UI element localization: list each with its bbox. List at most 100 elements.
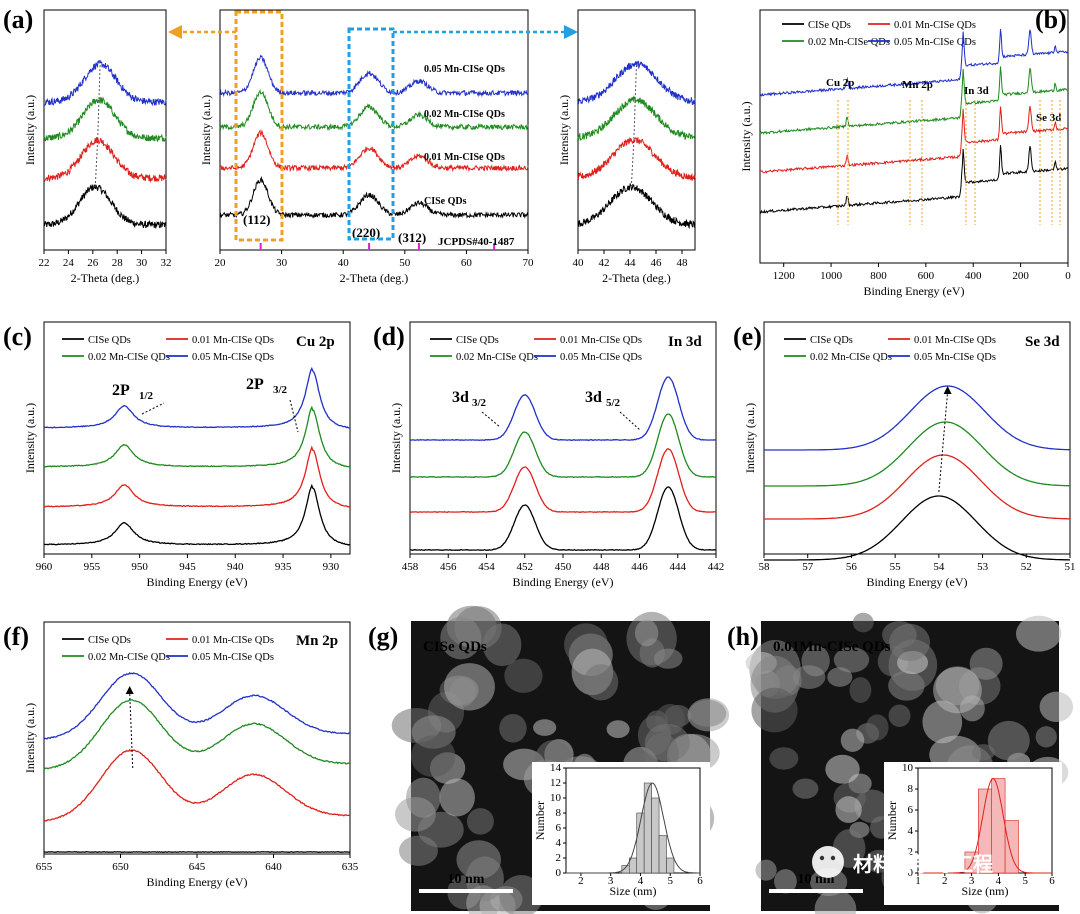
h-hist-ylabel: Number [885,801,899,840]
g-image-label: CISe QDs [423,639,487,655]
a_right-axes: 40 42 44 46 48 2-Theta (deg.) Intensity (a.u.) [557,9,696,285]
c-frame [43,321,351,555]
a_left-ylabel: Intensity (a.u.) [23,95,37,165]
c-arrow [141,402,165,415]
f-series-1 [43,748,351,822]
a_left-series-3 [43,59,167,107]
e-xtick-label: 57 [802,561,814,573]
nanoparticle [583,664,619,701]
e-xtick-label: 58 [759,561,771,573]
d-legend-entry: CISe QDs [456,335,499,346]
h-hist-xtick-label: 3 [969,875,975,887]
nanoparticle [444,663,495,711]
c-title: Cu 2p [296,334,335,350]
nanoparticle [971,744,995,761]
a_left-shift-line [94,63,101,188]
c-xtick-label: 945 [179,561,196,573]
nanoparticle [852,612,874,633]
panel-label-h: (h) [727,622,759,651]
nanoparticle [417,811,464,848]
h-hist-ytick-label: 10 [902,762,914,774]
b-xtick-label: 1000 [820,270,843,282]
e-arrow [938,391,949,493]
a_left-series-1 [43,137,167,183]
g-hist-ytick-label: 6 [556,822,562,834]
nanoparticle [933,667,982,714]
watermark: 材料科学与工程 [812,846,993,878]
nanoparticle [849,677,872,704]
h-hist-xlabel: Size (nm) [962,884,1009,898]
a_mid-frame [219,9,529,251]
h-hist-xtick-label: 1 [915,875,921,887]
a_right-ylabel: Intensity (a.u.) [557,95,571,165]
d-xlabel: Binding Energy (eV) [512,575,613,589]
nanoparticle [499,713,527,743]
f-xtick-label: 645 [189,861,206,873]
b-xtick-label: 0 [1065,270,1071,282]
d-peak-label: 3d [452,389,469,406]
a-mid-series-label: 0.02 Mn-CISe QDs [424,109,505,120]
g-hist-xtick-label: 5 [667,875,673,887]
f-legend-entry: 0.02 Mn-CISe QDs [88,652,170,663]
e-series-2 [764,421,1071,487]
nanoparticle [865,714,889,741]
b-series-3 [759,29,1069,97]
e-xtick-label: 52 [1021,561,1032,573]
h-hist-ytick-label: 2 [908,846,914,858]
nanoparticle [687,698,730,732]
f-series-3 [43,671,351,740]
nanoparticle [410,735,456,778]
g-hist-ytick-label: 10 [550,792,562,804]
d-series-0 [409,486,716,552]
nanoparticle [827,667,853,687]
g-hist-ytick-label: 0 [556,867,562,879]
a_left-xtick-label: 26 [87,257,99,269]
g-hist-bar [651,797,660,874]
d-xtick-label: 454 [478,561,495,573]
zoom-box-112 [234,10,284,242]
b-legend-entry: CISe QDs [808,20,851,31]
e-ylabel: Intensity (a.u.) [743,403,757,473]
c-ylabel: Intensity (a.u.) [23,403,37,473]
c-legend-entry: 0.02 Mn-CISe QDs [88,352,170,363]
nanoparticle [466,808,494,835]
peak-label: (220) [352,225,380,240]
a_left-series-2 [43,96,167,143]
a_mid-xtick-label: 50 [399,257,411,269]
h-hist-ytick-label: 0 [908,867,914,879]
d-xtick-label: 450 [555,561,572,573]
nanoparticle [987,720,1030,761]
g-scale-label: 10 nm [448,872,485,887]
a_left-xtick-label: 22 [39,257,50,269]
nanoparticle [833,646,870,673]
nanoparticle [755,859,777,881]
nanoparticle [801,645,830,677]
a_mid-xlabel: 2-Theta (deg.) [340,271,409,285]
a_left-frame [43,9,167,251]
c-xlabel: Binding Energy (eV) [146,575,247,589]
reference-label: JCPDS#40-1487 [438,236,515,248]
g-hist-bg [532,762,710,905]
d-xtick-label: 448 [593,561,610,573]
nanoparticle [439,778,475,817]
g-hist-ytick-label: 2 [556,852,562,864]
a_right-xtick-label: 44 [625,257,637,269]
e-legend-entry: CISe QDs [810,335,853,346]
d-title: In 3d [668,334,702,350]
h-hist-xtick-label: 6 [1049,875,1055,887]
e-series-0 [764,495,1070,561]
d-axes: 458 456 454 452 450 448 446 444 442 Binding Energ… [389,321,724,589]
a_left-axes: 22 24 26 28 30 32 2-Theta (deg.) Intensity (a.u… [23,9,172,285]
a_mid-xtick-label: 60 [461,257,473,269]
b-annotation: In 3d [964,85,989,97]
c-peak-sub: 1/2 [139,390,154,402]
e-frame [763,321,1071,555]
nanoparticle [769,747,799,770]
h-image-label: 0.01Mn-CISe QDs [773,639,891,655]
c-series-0 [43,483,350,546]
d-xtick-label: 458 [402,561,419,573]
g-hist-ytick-label: 12 [550,777,561,789]
e-legend-entry: 0.01 Mn-CISe QDs [914,335,996,346]
nanoparticle [882,621,917,649]
zoom-box-220 [347,27,395,241]
